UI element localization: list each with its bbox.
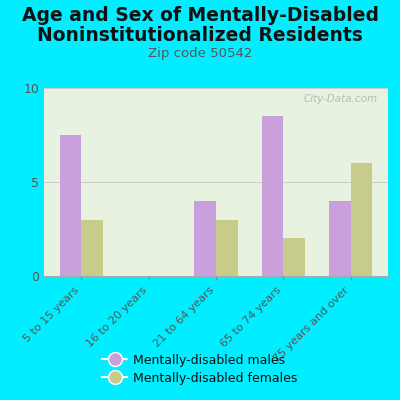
Bar <box>351 163 372 276</box>
Bar <box>81 220 103 276</box>
Bar <box>283 238 305 276</box>
Text: Noninstitutionalized Residents: Noninstitutionalized Residents <box>37 26 363 45</box>
Bar <box>262 116 283 276</box>
Bar <box>216 220 238 276</box>
Text: City-Data.com: City-Data.com <box>304 94 378 104</box>
Legend: Mentally-disabled males, Mentally-disabled females: Mentally-disabled males, Mentally-disabl… <box>97 349 303 390</box>
Text: Zip code 50542: Zip code 50542 <box>148 47 252 60</box>
Bar <box>194 201 216 276</box>
Bar <box>329 201 351 276</box>
Bar <box>60 135 81 276</box>
Text: Age and Sex of Mentally-Disabled: Age and Sex of Mentally-Disabled <box>22 6 378 25</box>
